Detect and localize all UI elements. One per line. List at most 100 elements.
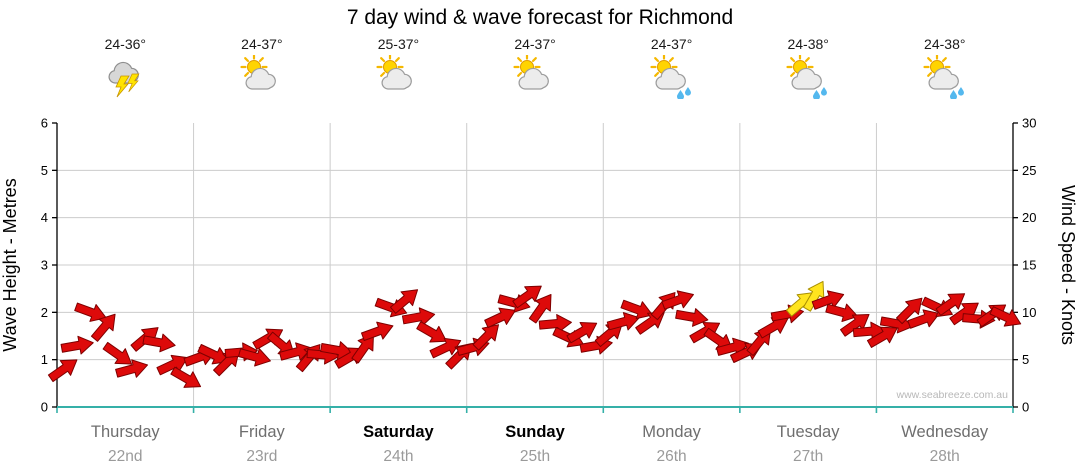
weather-icon <box>194 53 331 101</box>
weather-icon <box>603 53 740 101</box>
right-tick-label: 25 <box>1022 163 1036 178</box>
cloud-icon <box>381 67 413 90</box>
day-column-thursday: 24-36° <box>57 36 194 120</box>
sun-cloud-rain-icon <box>923 53 964 101</box>
sun-cloud-rain-icon <box>786 53 828 101</box>
left-tick-label: 0 <box>41 400 48 415</box>
wind-arrow <box>803 280 825 312</box>
raindrop-icon <box>813 90 821 101</box>
day-forecast-header: 24-36° 24-37° 25-37° 24-37° 24-37° 24-38° 24-3… <box>57 36 1013 120</box>
weather-icon <box>876 53 1013 101</box>
date-label: 25th <box>520 448 550 465</box>
lightning-icon <box>127 73 140 93</box>
wind-arrow <box>566 322 598 344</box>
wind-arrow <box>839 314 870 337</box>
sun-cloud-rain-icon <box>649 53 691 101</box>
sun-cloud-icon <box>376 53 413 90</box>
temperature-range: 25-37° <box>377 36 420 52</box>
wind-arrow <box>142 333 176 353</box>
day-column-tuesday: 24-38° <box>740 36 877 120</box>
right-axis-title: Wind Speed - Knots <box>1058 185 1078 345</box>
day-label: Saturday <box>363 423 434 441</box>
wind-arrow <box>484 307 516 328</box>
wind-arrow <box>757 317 789 339</box>
left-tick-label: 6 <box>41 116 48 131</box>
thunderstorm-icon <box>108 61 140 98</box>
cloud-icon <box>928 67 959 90</box>
cloud-icon <box>791 67 823 90</box>
wind-arrow <box>74 302 107 322</box>
day-label: Sunday <box>505 423 565 441</box>
cloud-icon <box>655 67 686 90</box>
day-label: Monday <box>642 423 701 441</box>
temperature-range: 24-37° <box>650 36 693 52</box>
wind-arrow <box>90 313 116 342</box>
chart-title: 7 day wind & wave forecast for Richmond <box>346 6 734 29</box>
day-label: Tuesday <box>777 423 840 441</box>
temperature-range: 24-37° <box>514 36 556 52</box>
day-column-friday: 24-37° <box>194 36 331 120</box>
wind-arrow <box>238 348 271 367</box>
wind-arrow <box>416 321 447 343</box>
date-label: 28th <box>930 448 960 465</box>
day-label: Wednesday <box>901 423 989 441</box>
date-label: 27th <box>793 448 823 465</box>
wind-arrow <box>512 285 542 309</box>
wind-arrows-series <box>47 280 1022 388</box>
raindrop-icon <box>957 87 964 96</box>
cloud-icon <box>518 67 549 90</box>
temperature-range: 24-38° <box>787 36 829 52</box>
wind-arrow <box>351 333 374 364</box>
wind-arrow <box>675 308 709 327</box>
wind-arrow <box>102 341 133 365</box>
wind-arrow <box>156 354 189 376</box>
left-tick-label: 2 <box>41 305 48 320</box>
sun-cloud-icon <box>513 53 549 90</box>
wind-arrow <box>907 309 940 329</box>
axes: 0 1 2 3 4 5 6 0 5 10 15 20 25 30 <box>41 116 1037 415</box>
day-label: Thursday <box>91 423 161 441</box>
day-column-wednesday: 24-38° <box>876 36 1013 120</box>
raindrop-icon <box>676 90 684 101</box>
left-tick-label: 1 <box>41 352 48 367</box>
temperature-range: 24-37° <box>241 36 283 52</box>
watermark: www.seabreeze.com.au <box>896 389 1009 401</box>
day-label: Friday <box>239 423 286 441</box>
wind-arrow <box>825 303 859 323</box>
lightning-icon <box>115 75 131 98</box>
date-label: 26th <box>656 448 686 465</box>
temperature-range: 24-38° <box>924 36 966 52</box>
x-axis-labels: Thursday 22nd Friday 23rd Saturday 24th Sunday… <box>91 423 989 465</box>
right-tick-label: 30 <box>1022 116 1036 131</box>
right-tick-label: 15 <box>1022 258 1036 273</box>
weather-icon <box>57 55 194 101</box>
wind-arrow <box>895 297 923 325</box>
wind-arrow <box>389 289 419 314</box>
wind-arrow <box>989 306 1022 327</box>
cloud-icon <box>245 67 276 90</box>
right-tick-label: 10 <box>1022 305 1036 320</box>
grid-lines <box>57 123 1013 407</box>
left-tick-label: 5 <box>41 163 48 178</box>
wind-arrow <box>360 321 394 342</box>
day-column-sunday: 24-37° <box>467 36 604 120</box>
wind-arrow <box>935 293 966 316</box>
wind-arrow <box>170 366 202 388</box>
date-label: 23rd <box>246 448 277 465</box>
weather-icon <box>740 53 877 101</box>
raindrop-icon <box>821 87 828 96</box>
temperature-range: 24-36° <box>104 36 146 52</box>
wind-arrow <box>472 324 500 351</box>
wind-arrow <box>866 326 898 348</box>
day-column-monday: 24-37° <box>603 36 740 120</box>
wind-arrow <box>60 335 94 355</box>
weather-icon <box>467 53 604 101</box>
wind-arrow <box>47 359 78 383</box>
wind-arrow <box>606 312 640 331</box>
left-tick-label: 4 <box>41 210 48 225</box>
weather-icon <box>330 53 467 101</box>
wind-arrow <box>401 307 436 327</box>
date-label: 24th <box>383 448 413 465</box>
